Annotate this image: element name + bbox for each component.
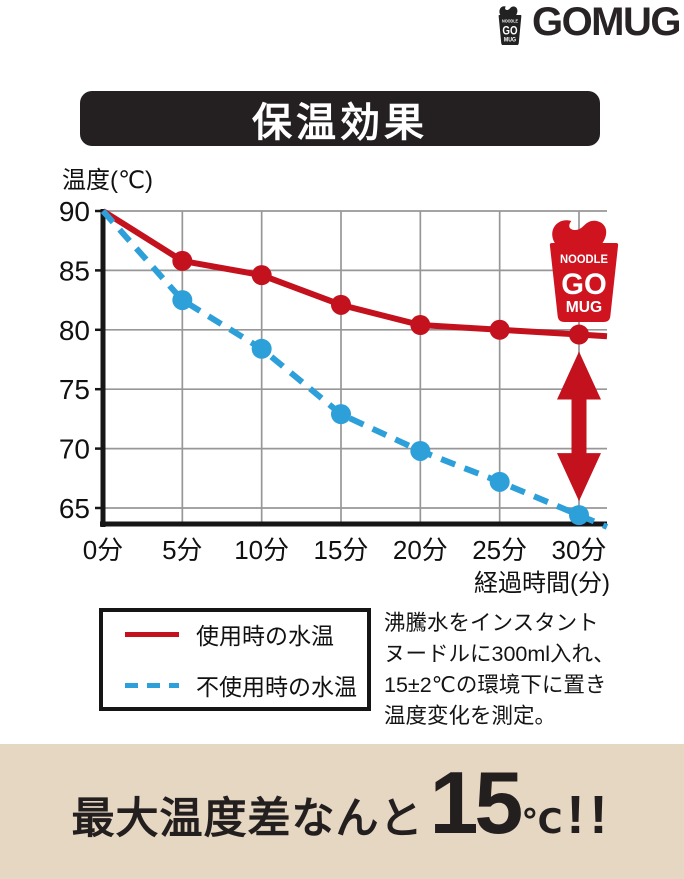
noodle-cup-icon: NOODLE GOMUG xyxy=(498,6,522,45)
temperature-chart: 温度(℃) 経過時間(分) 90 85 80 75 70 65 0分 5分 10分 15分 20分 2… xyxy=(59,167,619,597)
y-axis-title: 温度(℃) xyxy=(62,167,153,194)
data-point-0 xyxy=(251,265,272,286)
legend-label-not-in-use: 不使用時の水温 xyxy=(196,674,357,700)
x-tick-label: 5分 xyxy=(162,535,202,565)
x-tick-label: 10分 xyxy=(234,535,289,565)
x-axis-title: 経過時間(分) xyxy=(474,570,610,597)
y-tick-label: 65 xyxy=(59,493,90,524)
note-line: ヌードルに300ml入れ、 xyxy=(384,642,615,666)
note-line: 沸騰水をインスタント xyxy=(384,611,599,635)
noodle-cup-icon: NOODLE GOMUG xyxy=(549,220,619,322)
temp-diff-arrow xyxy=(557,351,601,502)
legend: 使用時の水温 不使用時の水温 xyxy=(99,608,371,711)
y-tick-label: 75 xyxy=(59,374,90,405)
brand-logo: NOODLE GO MUG GOMUG xyxy=(497,0,682,45)
data-point-1 xyxy=(172,290,193,311)
x-tick-label: 30分 xyxy=(552,535,607,565)
brand-wordmark: GOMUG xyxy=(531,0,682,44)
cup-steam-curl xyxy=(552,220,607,243)
noodle-cup-icon: NOODLE GOMUG xyxy=(498,6,522,45)
data-point-1 xyxy=(569,505,589,526)
legend-red-line-swatch xyxy=(125,631,179,637)
data-point-0 xyxy=(410,315,431,336)
title-banner: 保温効果 xyxy=(80,91,600,146)
y-tick-label: 90 xyxy=(59,196,90,227)
data-point-0 xyxy=(172,250,193,271)
cup-text-mug: MUG xyxy=(504,37,517,43)
note-line: 温度変化を測定。 xyxy=(384,704,557,728)
legend-blue-dashed-swatch xyxy=(125,682,179,688)
data-point-1 xyxy=(410,440,431,461)
data-point-0 xyxy=(569,324,589,345)
data-point-0 xyxy=(331,294,351,315)
cup-steam-curl xyxy=(499,6,518,16)
claim-prefix: 最大温度差なんと xyxy=(71,795,424,843)
y-tick-label: 70 xyxy=(59,434,90,465)
claim-banner: 最大温度差なんと 15 ℃ !! xyxy=(0,744,684,879)
cup-body xyxy=(498,15,522,45)
y-tick-label: 85 xyxy=(59,255,90,286)
legend-item-in-use: 使用時の水温 xyxy=(125,617,367,651)
page-title: 保温効果 xyxy=(252,100,428,145)
claim-exclamation: !! xyxy=(566,785,613,845)
data-point-1 xyxy=(331,404,351,425)
x-tick-label: 20分 xyxy=(393,535,448,565)
cup-text-noodle: NOODLE xyxy=(502,18,518,23)
cup-text-go: GO xyxy=(561,268,606,301)
x-tick-label: 15分 xyxy=(314,535,369,565)
x-tick-label: 0分 xyxy=(83,535,123,565)
data-point-0 xyxy=(489,319,510,340)
legend-label-in-use: 使用時の水温 xyxy=(196,623,334,649)
data-point-1 xyxy=(489,471,510,492)
cup-text-noodle: NOODLE xyxy=(560,254,608,266)
series-line-0 xyxy=(101,208,608,340)
y-tick-label: 80 xyxy=(59,315,90,346)
cup-body xyxy=(549,243,619,322)
cup-text-go: GO xyxy=(502,25,517,38)
data-point-1 xyxy=(251,338,272,359)
claim-value: 15 xyxy=(429,753,523,852)
measurement-note: 沸騰水をインスタント ヌードルに300ml入れ、 15±2℃の環境下に置き 温度… xyxy=(384,608,644,732)
legend-item-not-in-use: 不使用時の水温 xyxy=(125,668,367,702)
series-line-1 xyxy=(100,209,609,530)
x-tick-label: 25分 xyxy=(472,535,527,565)
claim-unit: ℃ xyxy=(521,803,563,841)
cup-text-mug: MUG xyxy=(566,299,602,316)
note-line: 15±2℃の環境下に置き xyxy=(384,673,607,697)
